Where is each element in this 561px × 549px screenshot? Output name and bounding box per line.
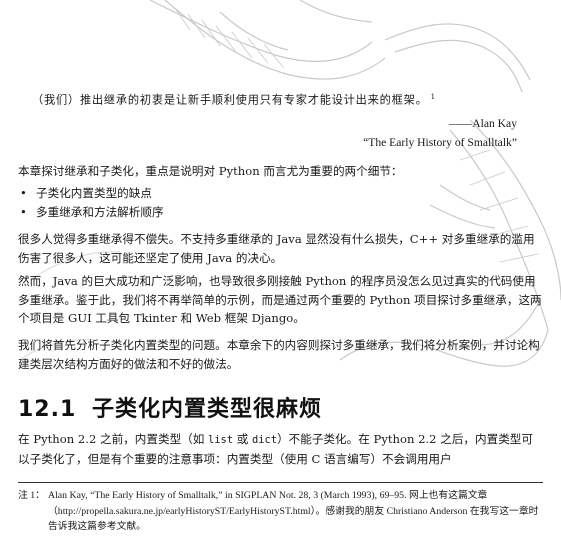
intro-paragraph: 本章探讨继承和子类化，重点是说明对 Python 而言尤为重要的两个细节： [18,164,403,178]
topic-list: • 子类化内置类型的缺点 • 多重继承和方法解析顺序 [18,184,418,221]
list-item: • 子类化内置类型的缺点 [18,184,418,203]
epigraph-author: ——Alan Kay [449,117,517,130]
body-paragraph: 很多人觉得多重继承得不偿失。不支持多重继承的 Java 显然没有什么损失，C++… [18,232,535,265]
section-title: 子类化内置类型很麻烦 [92,397,323,422]
section-paragraph: 在 Python 2.2 之前，内置类型（如 list 或 dict）不能子类化… [18,430,542,468]
footnote-ref[interactable]: 1 [430,93,436,101]
footnote: 注 1： Alan Kay, “The Early History of Sma… [18,488,543,535]
code-list: list [208,434,234,446]
bullet-icon: • [20,204,27,219]
epigraph-text: （我们）推出继承的初衷是让新手顺利使用只有专家才能设计出来的框架。 [32,93,428,107]
paragraph-text: 在 Python 2.2 之前，内置类型（如 [18,432,209,446]
paragraph-text: 或 [233,432,253,446]
epigraph-quote: （我们）推出继承的初衷是让新手顺利使用只有专家才能设计出来的框架。 1 [32,88,522,110]
footnote-divider [18,482,543,483]
bullet-icon: • [20,186,27,200]
code-dict: dict [252,434,278,446]
list-item: • 多重继承和方法解析顺序 [18,203,418,222]
footnote-text: Alan Kay, “The Early History of Smalltal… [48,490,539,532]
section-heading: 12.1 子类化内置类型很麻烦 [18,392,518,428]
section-number: 12.1 [18,397,77,422]
footnote-label: 注 1： [18,490,45,501]
paragraph-text: ）不能子类化。在 Python 2.2 之后，内置类型可以子类化了，但是有个重要… [18,432,533,466]
list-item-text: 子类化内置类型的缺点 [36,186,152,200]
epigraph-source: “The Early History of Smalltalk” [363,136,517,149]
body-paragraph: 然而，Java 的巨大成功和广泛影响，也导致很多刚接触 Python 的程序员没… [18,274,542,325]
body-paragraph: 我们将首先分析子类化内置类型的问题。本章余下的内容则探讨多重继承，我们将分析案例… [18,338,540,371]
list-item-text: 多重继承和方法解析顺序 [36,204,164,219]
